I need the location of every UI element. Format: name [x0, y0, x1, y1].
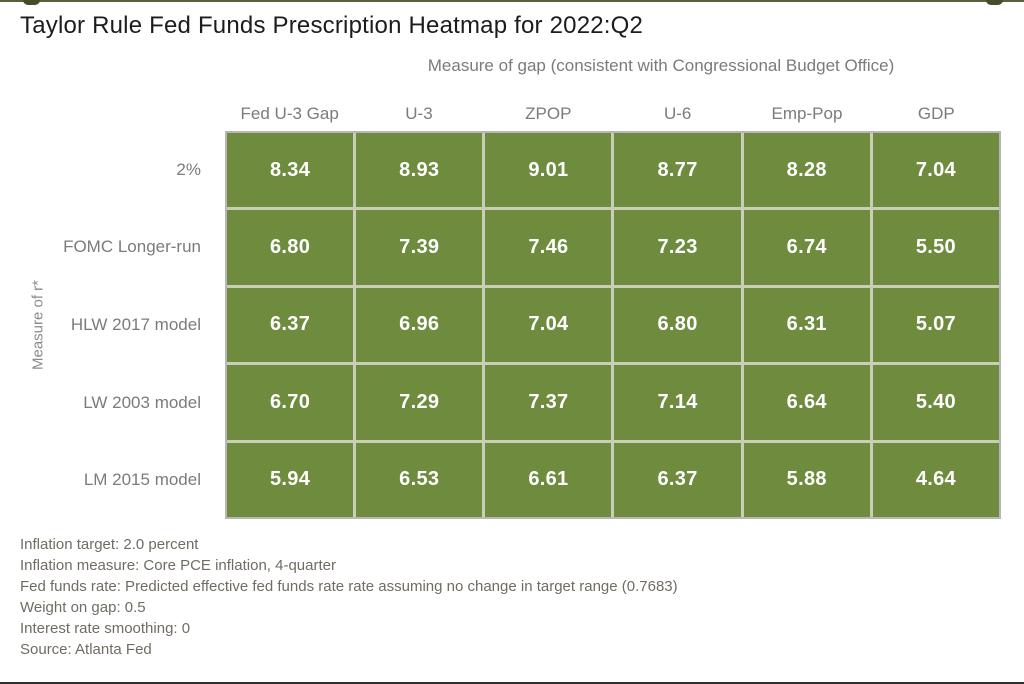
row-label-hlw-2017: HLW 2017 model — [70, 314, 201, 334]
heatmap-cell-r3c5: 5.40 — [872, 365, 999, 440]
heatmap-cell-r1c3: 7.23 — [614, 210, 741, 285]
footnote-weight-on-gap: Weight on gap: 0.5 — [20, 599, 146, 616]
column-header-u3: U-3 — [405, 104, 433, 123]
row-label-lm-2015: LM 2015 model — [83, 470, 201, 490]
heatmap-cell-r0c3: 8.77 — [614, 133, 741, 208]
heatmap-cell-r0c0: 8.34 — [227, 133, 354, 208]
heatmap-cell-r4c5: 4.64 — [872, 442, 999, 517]
heatmap-cell-r2c1: 6.96 — [356, 287, 483, 363]
footnotes: Inflation target: 2.0 percent Inflation … — [20, 534, 678, 660]
footnote-inflation-target: Inflation target: 2.0 percent — [20, 536, 199, 553]
clipped-dot-left — [23, 0, 40, 5]
heatmap-cell-r2c3: 6.80 — [614, 287, 741, 363]
heatmap-cell-r3c4: 6.64 — [743, 365, 870, 440]
footnote-interest-rate-smoothing: Interest rate smoothing: 0 — [20, 620, 191, 637]
top-edge-divider — [0, 0, 1024, 2]
heatmap-cell-r4c2: 6.61 — [485, 442, 612, 517]
heatmap-cell-r1c1: 7.39 — [356, 210, 483, 285]
heatmap-cell-r3c1: 7.29 — [356, 365, 483, 440]
heatmap-cell-r1c0: 6.80 — [227, 210, 354, 285]
row-label-lw-2003: LW 2003 model — [83, 392, 201, 412]
column-header-row: Fed U-3 Gap U-3 ZPOP U-6 Emp-Pop GDP — [225, 101, 1001, 127]
footnote-fed-funds-rate: Fed funds rate: Predicted effective fed … — [20, 578, 678, 595]
heatmap-cell-r2c0: 6.37 — [227, 287, 354, 363]
chart-title: Taylor Rule Fed Funds Prescription Heatm… — [20, 12, 644, 39]
x-axis-title: Measure of gap (consistent with Congress… — [427, 56, 895, 75]
heatmap-cell-r3c3: 7.14 — [614, 365, 741, 440]
heatmap-cell-r1c2: 7.46 — [485, 210, 612, 285]
bottom-edge-divider — [0, 682, 1024, 684]
heatmap-cell-r0c1: 8.93 — [356, 133, 483, 208]
row-label-column: 2% FOMC Longer-run HLW 2017 model LW 200… — [0, 131, 213, 519]
heatmap-cell-r1c5: 5.50 — [872, 210, 999, 285]
heatmap-cell-r4c4: 5.88 — [743, 442, 870, 517]
heatmap-cell-r2c4: 6.31 — [743, 287, 870, 363]
heatmap-cell-r4c1: 6.53 — [356, 442, 483, 517]
heatmap-cell-r4c0: 5.94 — [227, 442, 354, 517]
column-header-emp-pop: Emp-Pop — [771, 104, 843, 123]
column-header-zpop: ZPOP — [525, 104, 572, 123]
heatmap-cell-r0c4: 8.28 — [743, 133, 870, 208]
heatmap-cell-r0c2: 9.01 — [485, 133, 612, 208]
column-header-fed-u3-gap: Fed U-3 Gap — [240, 104, 339, 123]
column-header-gdp: GDP — [917, 104, 955, 123]
heatmap-cell-r1c4: 6.74 — [743, 210, 870, 285]
heatmap-cell-r2c2: 7.04 — [485, 287, 612, 363]
footnote-source: Source: Atlanta Fed — [20, 641, 152, 658]
row-label-2pct: 2% — [176, 159, 201, 179]
heatmap-cell-r2c5: 5.07 — [872, 287, 999, 363]
heatmap-cell-r3c0: 6.70 — [227, 365, 354, 440]
heatmap-cell-r3c2: 7.37 — [485, 365, 612, 440]
footnote-inflation-measure: Inflation measure: Core PCE inflation, 4… — [20, 557, 336, 574]
column-header-u6: U-6 — [663, 104, 692, 123]
clipped-dot-right — [986, 0, 1003, 5]
heatmap-cell-r0c5: 7.04 — [872, 133, 999, 208]
heatmap-cell-r4c3: 6.37 — [614, 442, 741, 517]
row-label-fomc-longer-run: FOMC Longer-run — [63, 237, 201, 257]
heatmap-grid: 8.34 8.93 9.01 8.77 8.28 7.04 6.80 7.39 … — [225, 131, 1001, 519]
